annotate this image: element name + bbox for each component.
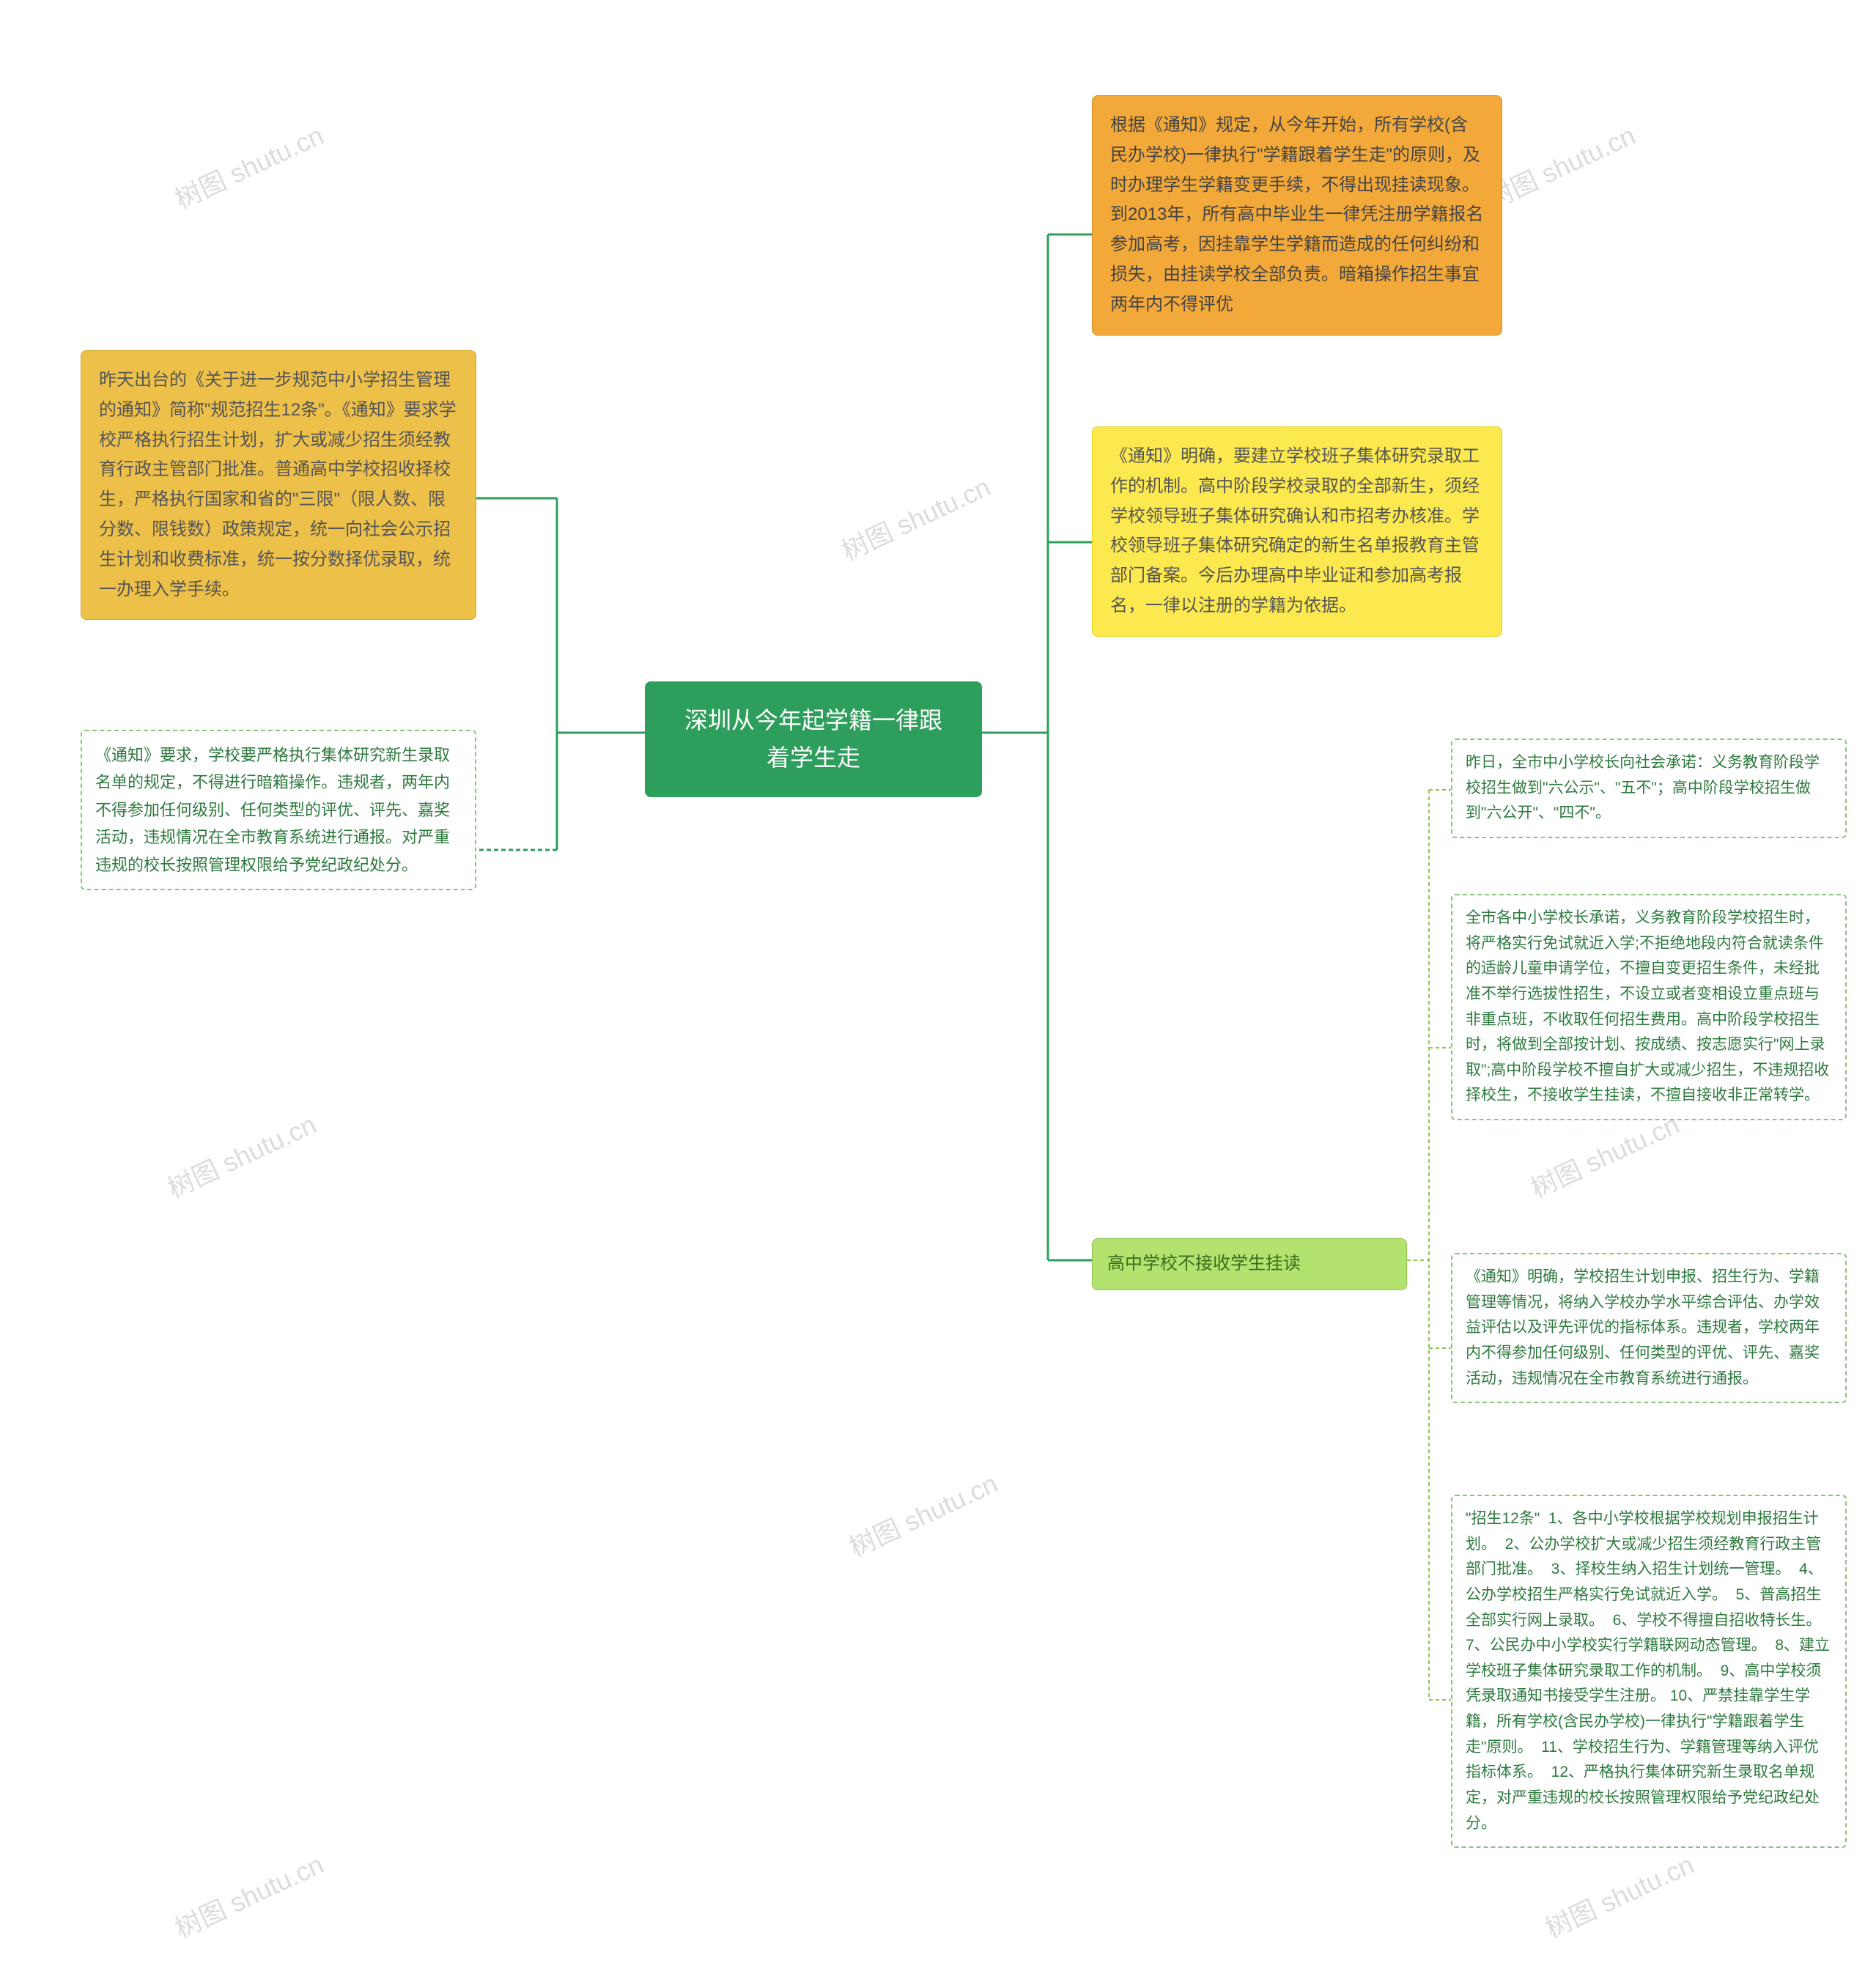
child-1: 昨日，全市中小学校长向社会承诺：义务教育阶段学校招生做到"六公示"、"五不"；高… (1451, 739, 1847, 838)
child-3: 《通知》明确，学校招生计划申报、招生行为、学籍管理等情况，将纳入学校办学水平综合… (1451, 1253, 1847, 1403)
left-box-2: 《通知》要求，学校要严格执行集体研究新生录取名单的规定，不得进行暗箱操作。违规者… (81, 730, 476, 890)
right-box-1: 根据《通知》规定，从今年开始，所有学校(含民办学校)一律执行"学籍跟着学生走"的… (1092, 95, 1502, 336)
root-node: 深圳从今年起学籍一律跟 着学生走 (645, 681, 982, 797)
right-box-3: 高中学校不接收学生挂读 (1092, 1238, 1407, 1290)
child-4: "招生12条" 1、各中小学校根据学校规划申报招生计划。 2、公办学校扩大或减少… (1451, 1495, 1847, 1848)
left-box-1: 昨天出台的《关于进一步规范中小学招生管理的通知》简称"规范招生12条"。《通知》… (81, 350, 476, 620)
child-2: 全市各中小学校长承诺，义务教育阶段学校招生时，将严格实行免试就近入学;不拒绝地段… (1451, 894, 1847, 1120)
right-box-2: 《通知》明确，要建立学校班子集体研究录取工作的机制。高中阶段学校录取的全部新生，… (1092, 426, 1502, 637)
